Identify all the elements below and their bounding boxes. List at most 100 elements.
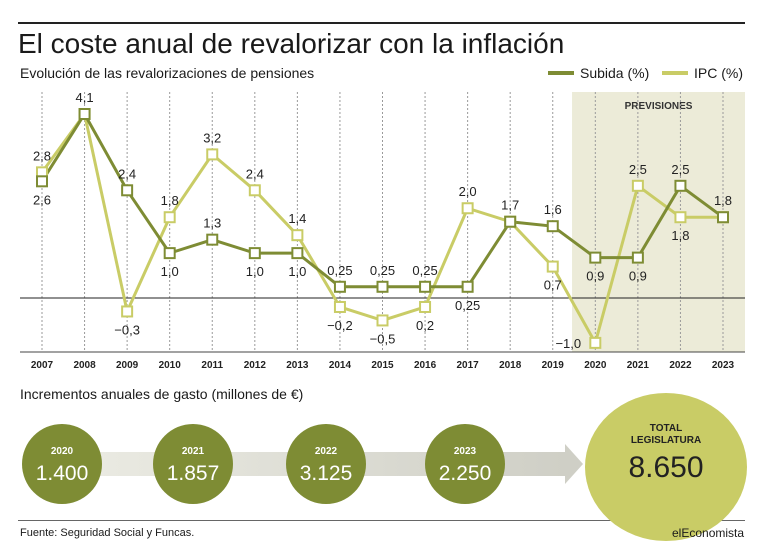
legend-label-subida: Subida (%)	[580, 65, 650, 81]
point-subida	[78, 108, 91, 120]
total-value: 8.650	[628, 451, 704, 484]
spending-value: 3.125	[299, 462, 353, 485]
point-ipc	[461, 202, 474, 215]
data-label-subida: 1,7	[501, 198, 519, 213]
data-label-subida: 1,0	[246, 264, 264, 279]
data-label-subida: 1,8	[714, 193, 732, 208]
data-label-subida: 2,4	[118, 166, 136, 181]
point-subida	[163, 247, 176, 260]
x-tick-label: 2009	[116, 360, 139, 371]
data-label-subida: 0,25	[327, 263, 352, 278]
top-rule	[18, 22, 745, 24]
x-tick-label: 2018	[499, 360, 522, 371]
point-ipc	[631, 179, 644, 192]
footer-brand: elEconomista	[672, 526, 745, 540]
x-tick-label: 2015	[371, 360, 394, 371]
x-tick-label: 2017	[457, 360, 480, 371]
data-label-ipc: 2,5	[629, 162, 647, 177]
point-subida	[248, 247, 261, 260]
x-tick-label: 2011	[201, 360, 223, 371]
point-ipc	[419, 300, 432, 313]
point-subida	[376, 280, 389, 293]
spending-bubble-2022: 2022 3.125	[286, 424, 366, 504]
point-subida	[589, 251, 602, 264]
data-label-ipc: −0,3	[114, 322, 140, 337]
point-subida	[504, 215, 517, 228]
point-subida	[546, 220, 559, 233]
total-bubble: TOTAL LEGISLATURA 8.650	[585, 393, 747, 541]
data-label-ipc: −0,5	[370, 331, 396, 346]
spending-bubble-2023: 2023 2.250	[425, 424, 505, 504]
data-label-ipc: 2,4	[246, 166, 264, 181]
spending-year: 2022	[314, 446, 338, 457]
data-label-subida: 0,25	[370, 263, 395, 278]
total-label: TOTAL LEGISLATURA	[585, 423, 747, 447]
spending-value: 1.857	[166, 462, 220, 485]
total-label-line-1: TOTAL	[649, 423, 683, 434]
point-subida	[674, 179, 687, 192]
data-label-ipc: −1,0	[555, 336, 581, 351]
chart-title: Evolución de las revalorizaciones de pen…	[20, 65, 315, 81]
point-ipc	[206, 148, 219, 161]
data-label-subida: 0,25	[412, 263, 437, 278]
x-tick-label: 2008	[73, 360, 96, 371]
data-label-ipc: −0,2	[327, 318, 353, 333]
timeline-arrow-head	[565, 444, 583, 484]
total-label-line-2: LEGISLATURA	[630, 435, 702, 446]
data-label-ipc: 2,8	[33, 148, 51, 163]
legend-swatch-ipc	[662, 71, 688, 75]
data-label-subida: 2,5	[671, 162, 689, 177]
point-ipc	[248, 184, 261, 197]
legend-label-ipc: IPC (%)	[694, 65, 743, 81]
footer-rule	[18, 520, 745, 521]
spending-value: 2.250	[438, 462, 492, 485]
data-label-ipc: 1,8	[161, 193, 179, 208]
data-label-ipc: 3,2	[203, 130, 221, 145]
x-tick-label: 2014	[329, 360, 352, 371]
point-ipc	[376, 314, 389, 327]
point-subida	[717, 211, 729, 224]
data-label-ipc: 0,7	[544, 278, 562, 293]
x-tick-label: 2022	[669, 360, 692, 371]
data-label-subida: 0,9	[629, 269, 647, 284]
point-subida	[461, 280, 474, 293]
data-label-subida: 1,6	[544, 202, 562, 217]
legend-ipc: IPC (%)	[662, 64, 743, 82]
line-chart: PREVISIONES 2007 2008 2009 2010 2011 2012 2013 2…	[20, 90, 745, 371]
point-subida	[206, 233, 219, 246]
legend-subida: Subida (%)	[548, 64, 649, 82]
data-label-subida: 1,0	[161, 264, 179, 279]
data-label-subida: 0,25	[455, 298, 480, 313]
point-subida	[631, 251, 644, 264]
x-tick-label: 2019	[542, 360, 565, 371]
point-ipc	[546, 260, 559, 273]
point-ipc	[674, 211, 687, 224]
spending-year: 2021	[181, 446, 205, 457]
point-subida	[291, 247, 304, 260]
x-tick-label: 2020	[584, 360, 607, 371]
data-label-subida: 0,9	[586, 269, 604, 284]
point-subida	[36, 175, 48, 188]
data-label-ipc: 1,8	[671, 228, 689, 243]
data-label-subida: 1,3	[203, 216, 221, 231]
data-label-subida: 2,6	[33, 192, 51, 207]
data-label-ipc: 0,2	[416, 318, 434, 333]
data-label-ipc: 1,4	[288, 211, 306, 226]
point-ipc	[291, 229, 304, 242]
point-subida	[419, 280, 432, 293]
x-tick-label: 2016	[414, 360, 437, 371]
x-tick-label: 2023	[712, 360, 735, 371]
point-ipc	[121, 305, 134, 318]
point-ipc	[333, 300, 346, 313]
page-title: El coste anual de revalorizar con la inf…	[18, 28, 565, 59]
spending-value: 1.400	[35, 462, 89, 485]
point-ipc	[163, 211, 176, 224]
spending-bubble-2020: 2020 1.400	[22, 424, 102, 504]
spending-title: Incrementos anuales de gasto (millones d…	[20, 386, 304, 402]
x-tick-label: 2007	[31, 360, 54, 371]
point-subida	[121, 184, 134, 197]
data-label-subida: 1,0	[288, 264, 306, 279]
spending-year: 2020	[50, 446, 74, 457]
forecast-label: PREVISIONES	[625, 101, 693, 112]
spending-year: 2023	[453, 446, 477, 457]
